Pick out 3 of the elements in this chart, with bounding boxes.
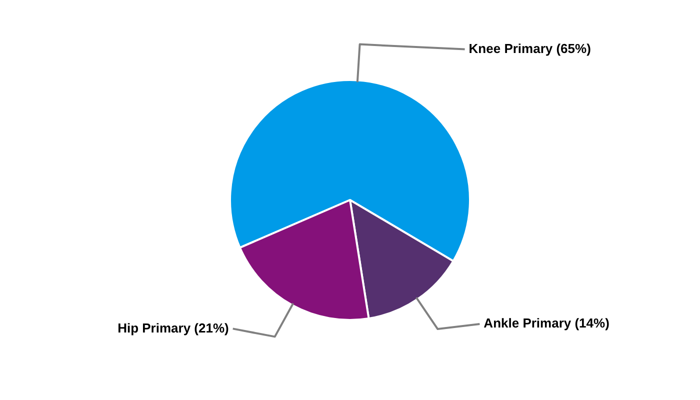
slice-label: Ankle Primary (14%) (484, 316, 610, 331)
slice-label: Hip Primary (21%) (118, 320, 229, 336)
slice-label: Knee Primary (65%) (468, 40, 591, 56)
